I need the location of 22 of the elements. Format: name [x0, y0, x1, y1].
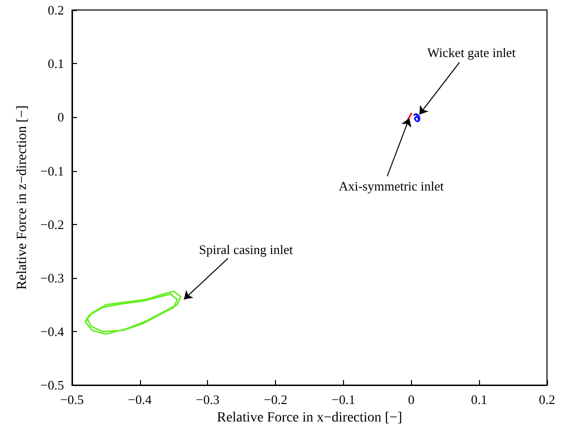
line-series: [84, 290, 182, 335]
y-axis-title: Relative Force in z−direction [−]: [15, 105, 30, 290]
x-tick-label: −0.3: [196, 392, 220, 408]
annotation: Spiral casing inlet: [199, 242, 294, 257]
y-tick-label: −0.1: [40, 163, 64, 178]
y-tick-label: −0.5: [40, 378, 64, 393]
x-tick-label: −0.5: [60, 392, 84, 408]
y-tick-label: 0.2: [48, 2, 64, 18]
x-tick-label: 0.1: [471, 392, 488, 408]
x-tick-label: 0.2: [538, 392, 556, 408]
y-tick-label: −0.3: [40, 270, 64, 286]
y-tick-label: 0.1: [48, 56, 64, 72]
y-tick-label: 0: [58, 110, 64, 125]
x-tick-label: 0: [408, 392, 415, 408]
x-tick-label: −0.2: [264, 392, 288, 408]
x-tick-label: −0.4: [128, 392, 152, 408]
y-tick-label: −0.4: [40, 324, 64, 340]
y-tick-label: −0.2: [40, 216, 64, 232]
annotation: Axi-symmetric inlet: [338, 178, 444, 194]
annotation: Wicket gate inlet: [427, 44, 516, 60]
x-axis-title: Relative Force in x−direction [−]: [216, 410, 402, 426]
x-tick-label: −0.1: [332, 392, 356, 408]
